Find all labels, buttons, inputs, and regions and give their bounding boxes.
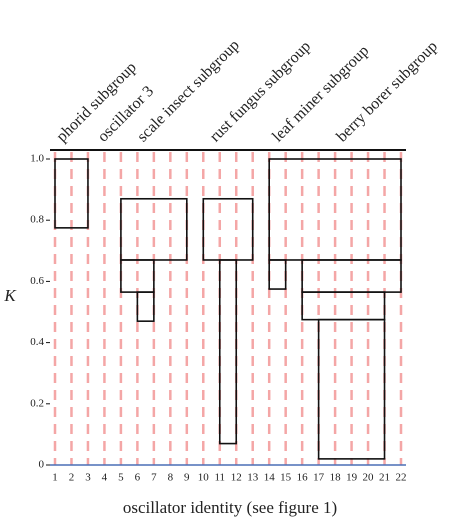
- x-axis-label: oscillator identity (see figure 1): [123, 498, 337, 517]
- x-tick-label: 13: [247, 472, 259, 484]
- x-tick-label: 14: [264, 472, 276, 484]
- x-tick-label: 1: [52, 472, 58, 484]
- x-tick-label: 9: [184, 472, 190, 484]
- x-tick-label: 12: [231, 472, 242, 484]
- x-tick-label: 20: [363, 472, 375, 484]
- y-tick-label: 0.2: [30, 397, 44, 409]
- x-tick-label: 2: [69, 472, 75, 484]
- x-tick-label: 22: [396, 472, 407, 484]
- cluster: [54, 158, 89, 229]
- x-tick-label: 16: [297, 472, 309, 484]
- y-tick-label: 0.6: [30, 275, 44, 287]
- y-tick-label: 1.0: [30, 153, 44, 165]
- cluster: [218, 259, 238, 445]
- x-tick-label: 18: [330, 472, 342, 484]
- x-tick-label: 5: [118, 472, 124, 484]
- x-tick-label: 19: [346, 472, 358, 484]
- x-tick-label: 8: [168, 472, 174, 484]
- x-tick-label: 21: [379, 472, 390, 484]
- x-tick-label: 10: [198, 472, 210, 484]
- y-tick-label: 0.8: [30, 214, 44, 226]
- x-tick-label: 17: [313, 472, 325, 484]
- y-tick-label: 0: [39, 459, 45, 471]
- x-tick-label: 4: [102, 472, 108, 484]
- x-tick-label: 15: [280, 472, 292, 484]
- x-tick-label: 6: [135, 472, 141, 484]
- cluster: [136, 291, 155, 322]
- x-tick-label: 7: [151, 472, 157, 484]
- cluster: [202, 197, 254, 261]
- cluster: [317, 318, 386, 460]
- y-tick-label: 0.4: [30, 336, 44, 348]
- x-tick-label: 11: [214, 472, 225, 484]
- cluster: [268, 259, 287, 290]
- cluster: [301, 291, 386, 321]
- y-axis-label: K: [3, 286, 17, 305]
- x-tick-label: 3: [85, 472, 91, 484]
